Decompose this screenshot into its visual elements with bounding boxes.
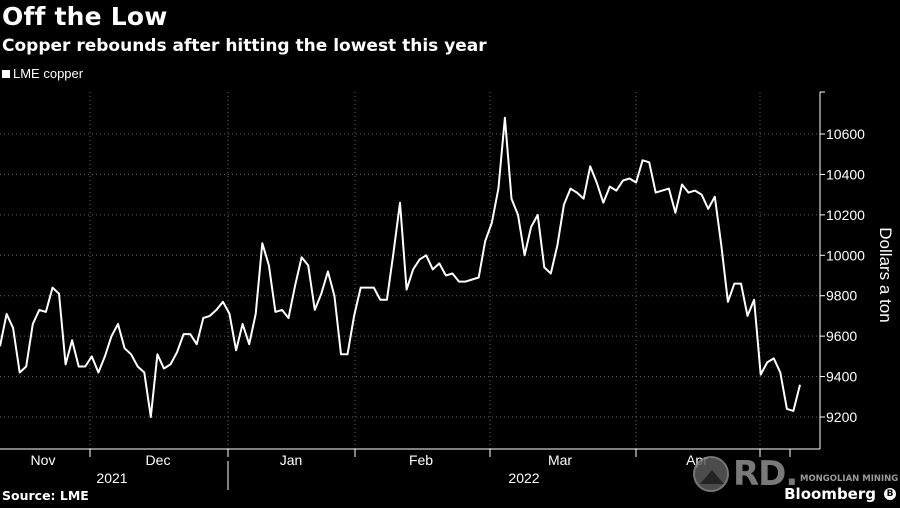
x-year-label: 2021 (96, 470, 127, 486)
legend: LME copper (2, 66, 83, 81)
x-month-label: Jan (280, 452, 303, 468)
x-month-label: Nov (31, 452, 56, 468)
y-tick-label: 9800 (826, 288, 857, 304)
chart-subtitle: Copper rebounds after hitting the lowest… (2, 36, 487, 56)
y-tick-label: 10600 (826, 126, 865, 142)
mountain-icon (693, 456, 729, 492)
brand-badge-icon: B (884, 488, 896, 500)
chart-title: Off the Low (2, 2, 168, 31)
watermark-letters: RD. (733, 454, 798, 494)
y-tick-label: 9600 (826, 328, 857, 344)
brand-logo: Bloomberg (784, 485, 876, 503)
y-tick-label: 9200 (826, 409, 857, 425)
y-tick-label: 9400 (826, 369, 857, 385)
watermark-text: MONGOLIAN MINING (800, 474, 899, 484)
y-tick-label: 10200 (826, 207, 865, 223)
legend-swatch (2, 69, 10, 78)
y-tick-label: 10400 (826, 166, 865, 182)
legend-label: LME copper (13, 66, 84, 81)
x-year-label: 2022 (508, 470, 539, 486)
x-month-label: Feb (409, 452, 433, 468)
x-month-label: Dec (146, 452, 171, 468)
y-axis-title: Dollars a ton (876, 227, 895, 322)
series-line-lme-copper (0, 116, 801, 418)
y-tick-label: 10000 (826, 247, 865, 263)
watermark-logo: RD. (693, 454, 798, 494)
x-month-label: Mar (548, 452, 572, 468)
source-note: Source: LME (2, 488, 89, 503)
